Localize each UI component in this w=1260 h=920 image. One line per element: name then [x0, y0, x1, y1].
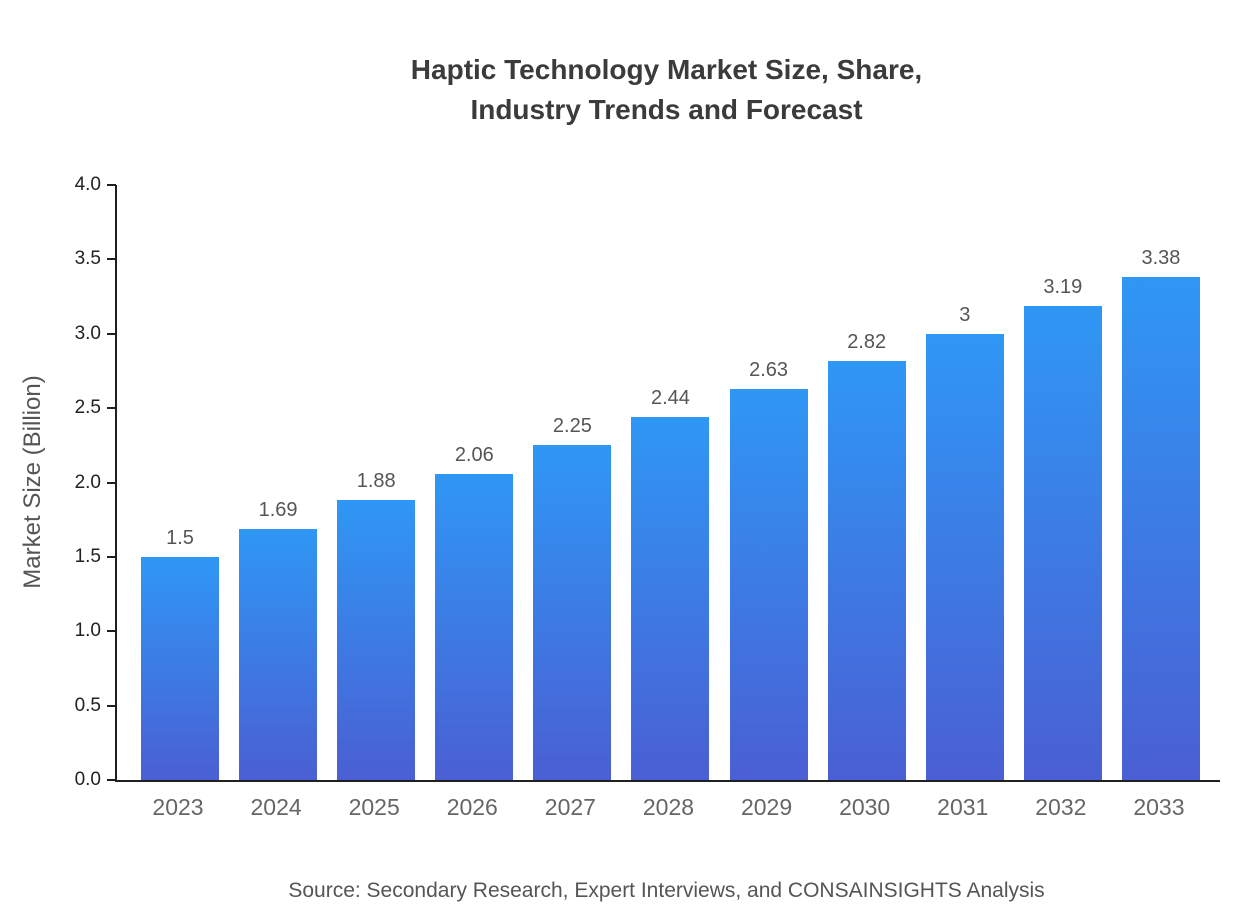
bar-column: 2.25: [533, 185, 612, 780]
bar-column: 1.5: [141, 185, 219, 780]
x-axis-tick-label: 2023: [152, 794, 204, 820]
x-axis-tick-label: 2030: [839, 794, 891, 820]
bar-column: 2.06: [435, 185, 514, 780]
x-axis-labels: 2023 2024 2025 2026 2027 2028 2029 2030 2031 2032…: [115, 794, 1218, 821]
x-axis-tick-label: 2025: [348, 794, 400, 820]
plot-area: 1.5 1.69 1.88 2.06 2.25 2.44 2.63 2.82 3 3.19 3.38…: [75, 174, 1220, 790]
bar-column: 1.88: [337, 185, 416, 780]
bar-value-label: 3.38: [1141, 247, 1181, 270]
chart-title: Haptic Technology Market Size, Share, In…: [115, 50, 1218, 130]
y-axis-tick-label: 3.0: [74, 322, 101, 344]
x-axis-tick-label: 2033: [1133, 794, 1185, 820]
x-axis-tick-label: 2026: [446, 794, 498, 820]
x-axis-tick-label: 2032: [1035, 794, 1087, 820]
x-axis-tick-label: 2031: [937, 794, 989, 820]
bar-2023: [141, 556, 219, 780]
bars-container: 1.5 1.69 1.88 2.06 2.25 2.44 2.63 2.82 3 3.19 3.38: [117, 185, 1220, 780]
bar-value-label: 3: [959, 303, 971, 326]
bar-column: 3.19: [1023, 185, 1102, 780]
source-note: Source: Secondary Research, Expert Inter…: [288, 879, 1045, 902]
y-axis-tick-label: 0.5: [74, 694, 101, 716]
chart-title-line-2: Industry Trends and Forecast: [470, 94, 863, 125]
bar-column: 2.63: [729, 185, 808, 780]
x-axis-tick-label: 2029: [740, 794, 793, 820]
bar-2032: [1023, 305, 1102, 780]
y-axis-tick-label: 3.5: [74, 248, 101, 270]
bar-2028: [631, 417, 710, 780]
y-axis-tick-label: 1.5: [74, 545, 101, 567]
bar-value-label: 3.19: [1043, 275, 1083, 298]
y-axis-tick-label: 2.0: [74, 471, 101, 493]
bar-column: 2.82: [827, 185, 906, 780]
bar-column: 3: [925, 185, 1004, 780]
bar-2030: [827, 360, 906, 780]
y-axis-tick-mark: [107, 481, 116, 484]
bar-value-label: 2.06: [454, 443, 494, 466]
y-axis-tick-mark: [107, 184, 116, 186]
bar-2025: [337, 500, 416, 780]
bar-2027: [533, 445, 612, 780]
y-axis-title: Market Size (Billion): [19, 375, 46, 589]
y-axis-tick-mark: [107, 555, 116, 558]
x-axis-tick-label: 2024: [250, 794, 302, 820]
y-axis-tick-mark: [107, 332, 116, 335]
bar-value-label: 2.63: [749, 358, 789, 381]
bar-2029: [729, 388, 808, 780]
bar-value-label: 1.69: [258, 498, 298, 521]
y-axis-tick-label: 2.5: [74, 397, 101, 419]
y-axis-tick-mark: [107, 258, 116, 261]
y-axis-tick-label: 1.0: [74, 620, 101, 642]
bar-2024: [239, 528, 318, 780]
bar-2033: [1121, 277, 1200, 780]
bar-value-label: 1.88: [356, 470, 396, 493]
y-axis-tick-mark: [107, 630, 116, 633]
x-axis-tick-label: 2027: [544, 794, 596, 820]
bar-value-label: 2.44: [651, 387, 690, 410]
y-axis-tick-mark: [107, 407, 116, 410]
y-axis-tick-mark: [107, 779, 116, 781]
bar-value-label: 2.25: [552, 415, 592, 438]
bar-value-label: 1.5: [166, 526, 194, 549]
x-axis-tick-label: 2028: [642, 794, 695, 820]
bar-2031: [925, 333, 1004, 780]
bar-value-label: 2.82: [847, 330, 887, 353]
chart-title-line-1: Haptic Technology Market Size, Share,: [410, 54, 923, 85]
y-axis-tick-label: 4.0: [74, 174, 101, 195]
y-axis-tick-mark: [107, 704, 116, 707]
y-axis-tick-label: 0.0: [74, 769, 101, 790]
bar-column: 2.44: [631, 185, 710, 780]
bar-column: 3.38: [1121, 185, 1200, 780]
bar-column: 1.69: [239, 185, 318, 780]
bar-2026: [435, 473, 514, 780]
